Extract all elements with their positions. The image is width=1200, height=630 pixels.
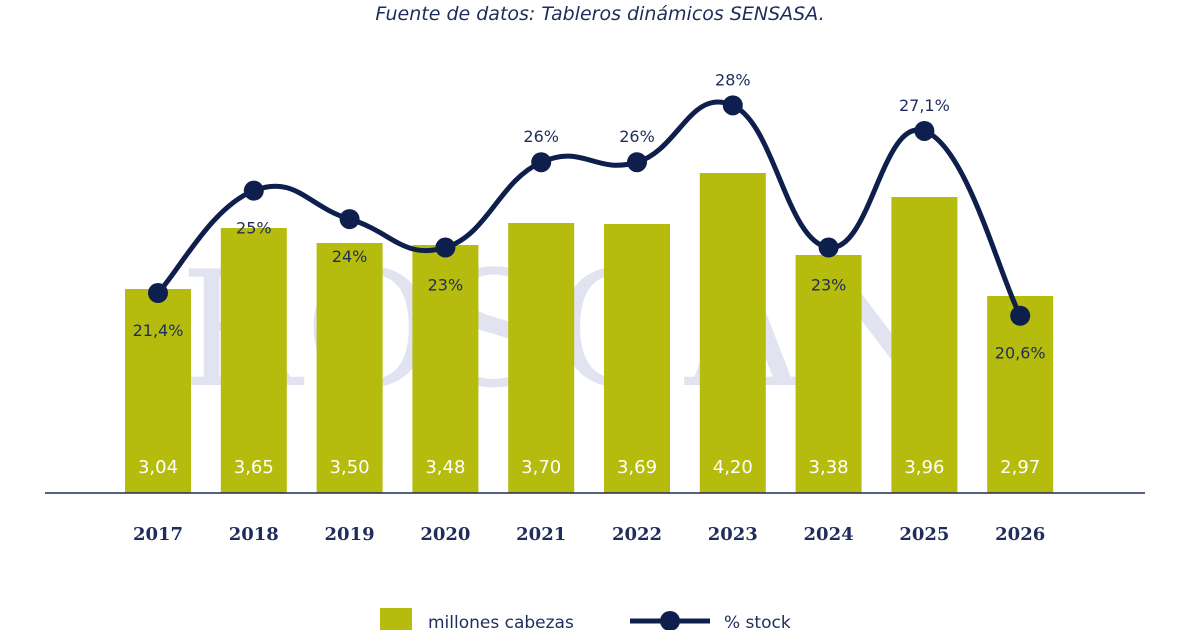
bar-value-label-2024: 3,38 [809, 457, 849, 478]
bar-2022 [604, 224, 670, 493]
bar-2026 [987, 296, 1054, 493]
stock-line-path [155, 99, 1023, 319]
x-tick-2023: 2023 [708, 524, 758, 545]
legend-bar-swatch [380, 608, 412, 630]
stock-label-2025: 27,1% [899, 96, 950, 115]
legend-line-label: % stock [724, 613, 791, 630]
stock-point-2018 [243, 180, 264, 201]
bar-2020 [412, 245, 479, 493]
stock-point-2026 [1010, 305, 1031, 326]
stock-label-2026: 20,6% [995, 344, 1046, 363]
legend-line-dot [660, 611, 680, 630]
stock-point-2024 [818, 237, 839, 258]
x-tick-2017: 2017 [133, 524, 183, 545]
stock-label-2021: 26% [523, 127, 559, 146]
bar-2017 [125, 289, 191, 493]
x-tick-2025: 2025 [899, 524, 949, 545]
chart-legend: millones cabezas % stock [380, 608, 791, 630]
stock-point-2019 [339, 209, 360, 230]
stock-line-points [148, 95, 1031, 326]
bar-2019 [316, 243, 383, 493]
bar-value-label-2021: 3,70 [521, 457, 561, 478]
stock-point-2023 [722, 95, 743, 116]
stock-label-2019: 24% [332, 247, 368, 266]
bar-2024 [795, 255, 862, 493]
stock-point-2021 [531, 152, 552, 173]
x-tick-2019: 2019 [325, 524, 375, 545]
bar-2023 [699, 173, 766, 493]
bar-2025 [891, 197, 958, 493]
x-axis-tick-labels: 2017 2018 2019 2020 2021 2022 2023 2024 2025 2026 [133, 524, 1045, 545]
stock-label-2020: 23% [428, 276, 464, 295]
legend-bar-label: millones cabezas [428, 613, 574, 630]
stock-point-2025 [914, 120, 935, 141]
stock-label-2018: 25% [236, 219, 272, 238]
stock-label-2024: 23% [811, 276, 847, 295]
x-tick-2024: 2024 [804, 524, 854, 545]
stock-label-2017: 21,4% [133, 321, 184, 340]
stock-label-2023: 28% [715, 70, 751, 89]
bar-2021 [508, 223, 575, 493]
stock-point-2022 [627, 152, 647, 173]
x-tick-2026: 2026 [995, 524, 1045, 545]
stock-point-2017 [148, 283, 168, 303]
bar-value-label-2026: 2,97 [1000, 457, 1040, 478]
bar-value-label-2023: 4,20 [713, 457, 753, 478]
bar-value-label-2025: 3,96 [904, 457, 944, 478]
stock-point-2020 [435, 237, 456, 258]
bar-2018 [220, 228, 287, 493]
bar-value-label-2017: 3,04 [138, 457, 178, 478]
bar-value-label-2020: 3,48 [425, 457, 465, 478]
x-tick-2020: 2020 [420, 524, 470, 545]
x-tick-2022: 2022 [612, 524, 662, 545]
bar-value-label-2022: 3,69 [617, 457, 657, 478]
chart-source-note: Fuente de datos: Tableros dinámicos SENS… [375, 3, 825, 25]
bar-series: 3,04 3,65 3,50 3,48 3,70 3,69 4,20 3,38 3,96 2,97 [125, 173, 1054, 493]
stock-line-labels: 21,4% 25% 24% 23% 26% 26% 28% 23% 27,1% 20,6% [133, 70, 1046, 362]
x-tick-2018: 2018 [229, 524, 279, 545]
stock-label-2022: 26% [619, 127, 655, 146]
bar-value-label-2019: 3,50 [330, 457, 370, 478]
bar-value-label-2018: 3,65 [234, 457, 274, 478]
x-tick-2021: 2021 [516, 524, 566, 545]
